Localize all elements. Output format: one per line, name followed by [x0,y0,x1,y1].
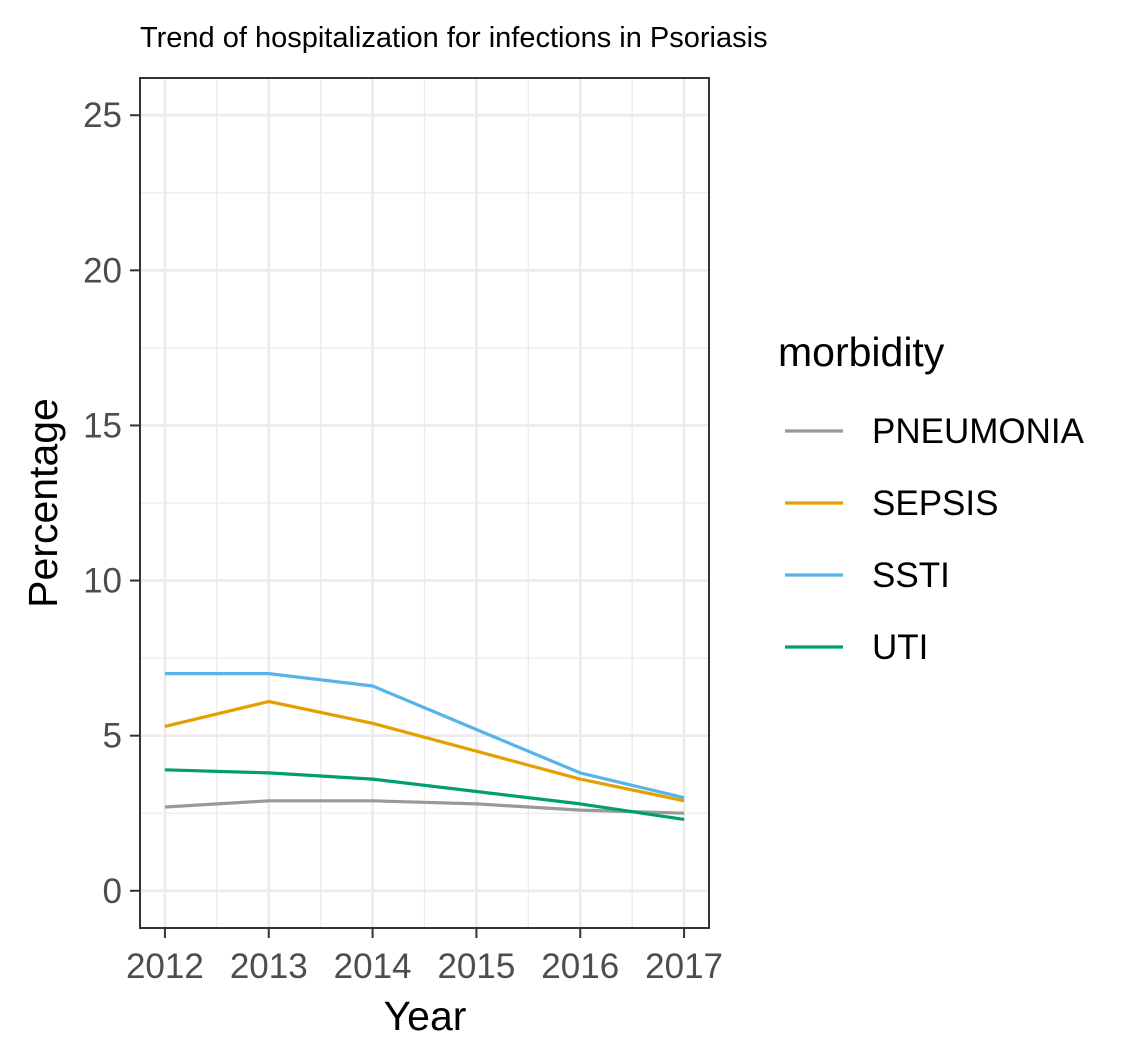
series-lines [164,671,685,821]
major-x-gridlines [163,78,686,928]
x-tick-label: 2017 [645,947,723,986]
y-tick-label: 10 [83,562,122,601]
series-line-uti [164,768,685,821]
legend: PNEUMONIA SEPSIS SSTI UTI [785,412,1085,667]
major-y-gridlines [140,113,709,893]
x-tick-label: 2013 [230,947,308,986]
y-tick-label: 0 [103,872,122,911]
legend-label-pneumonia: PNEUMONIA [872,412,1085,451]
y-axis-ticks: 0 5 10 15 20 25 [83,96,140,911]
chart-title: Trend of hospitalization for infections … [140,22,768,54]
legend-title: morbidity [778,329,945,375]
x-tick-label: 2012 [126,947,204,986]
series-line-pneumonia [164,799,685,815]
y-tick-label: 15 [83,406,122,445]
x-tick-label: 2014 [334,947,412,986]
y-tick-label: 20 [83,251,122,290]
y-axis-title: Percentage [20,398,66,608]
x-tick-label: 2015 [437,947,515,986]
x-tick-label: 2016 [541,947,619,986]
x-axis-title: Year [384,993,467,1039]
x-axis-ticks: 2012 2013 2014 2015 2016 2017 [126,928,723,986]
y-tick-label: 5 [103,717,122,756]
plot-panel-border [139,77,710,929]
series-line-ssti [164,671,685,800]
series-line-sepsis [164,699,685,803]
legend-label-sepsis: SEPSIS [872,484,998,523]
legend-label-uti: UTI [872,628,928,667]
minor-y-gridlines [140,192,709,814]
y-tick-label: 25 [83,96,122,135]
legend-label-ssti: SSTI [872,556,950,595]
